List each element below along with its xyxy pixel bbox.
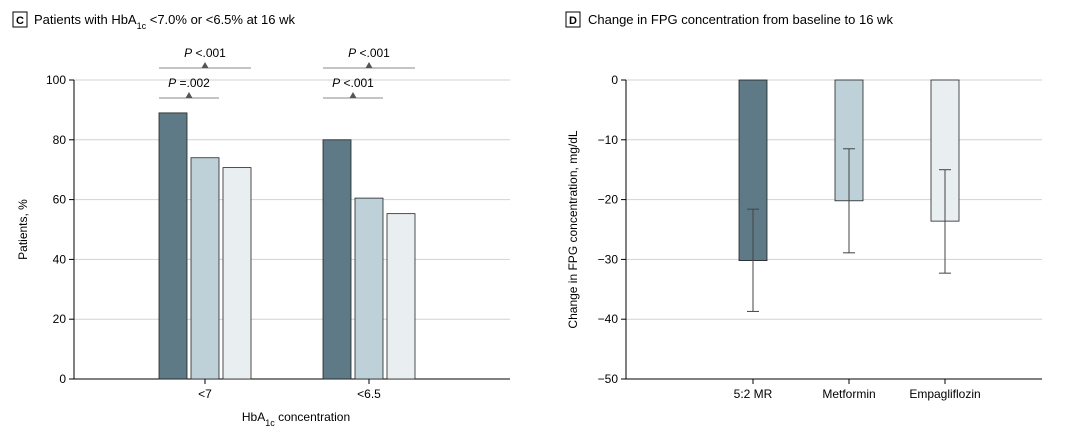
- bar: [322, 139, 352, 380]
- y-tick-label: 20: [53, 312, 67, 326]
- significance-marker: [365, 62, 373, 68]
- bar: [354, 197, 384, 380]
- y-tick-label: 60: [53, 193, 67, 207]
- y-tick-label: 40: [53, 252, 67, 266]
- p-value-label: P =.002: [168, 76, 210, 90]
- x-tick-label: <7: [198, 387, 212, 401]
- x-tick-label: 5:2 MR: [734, 387, 773, 401]
- significance-marker: [349, 92, 357, 98]
- p-value-label: P <.001: [332, 76, 374, 90]
- x-tick-label: Empagliflozin: [909, 387, 980, 401]
- panel-letter: C: [16, 15, 24, 27]
- panel-letter-box: [12, 11, 28, 28]
- y-tick-label: −50: [598, 372, 619, 386]
- panel-letter: D: [569, 15, 577, 27]
- y-axis-label: Patients, %: [16, 199, 30, 260]
- bar: [158, 112, 188, 380]
- y-tick-label: 0: [611, 73, 618, 87]
- significance-marker: [201, 62, 209, 68]
- chart-title: Change in FPG concentration from baselin…: [588, 12, 893, 27]
- significance-marker: [185, 92, 193, 98]
- x-tick-label: <6.5: [357, 387, 381, 401]
- panel-letter-box: [565, 11, 581, 28]
- panel-d-chart: D Change in FPG concentration from baseli…: [565, 11, 1042, 401]
- y-tick-label: −40: [598, 312, 619, 326]
- x-tick-label: Metformin: [822, 387, 875, 401]
- y-tick-label: −30: [598, 252, 619, 266]
- x-axis-label: HbA1c concentration: [242, 410, 350, 428]
- y-tick-label: 80: [53, 133, 67, 147]
- chart-title: Patients with HbA1c <7.0% or <6.5% at 16…: [34, 12, 295, 31]
- p-value-label: P <.001: [348, 46, 390, 60]
- y-axis-label: Change in FPG concentration, mg/dL: [566, 130, 580, 328]
- bar: [222, 167, 252, 380]
- bar: [190, 157, 220, 380]
- y-tick-label: 100: [46, 73, 66, 87]
- bar: [386, 213, 416, 380]
- y-tick-label: −20: [598, 193, 619, 207]
- y-tick-label: −10: [598, 133, 619, 147]
- panel-c-chart: C Patients with HbA1c <7.0% or <6.5% at 1…: [12, 11, 510, 428]
- p-value-label: P <.001: [184, 46, 226, 60]
- y-tick-label: 0: [59, 372, 66, 386]
